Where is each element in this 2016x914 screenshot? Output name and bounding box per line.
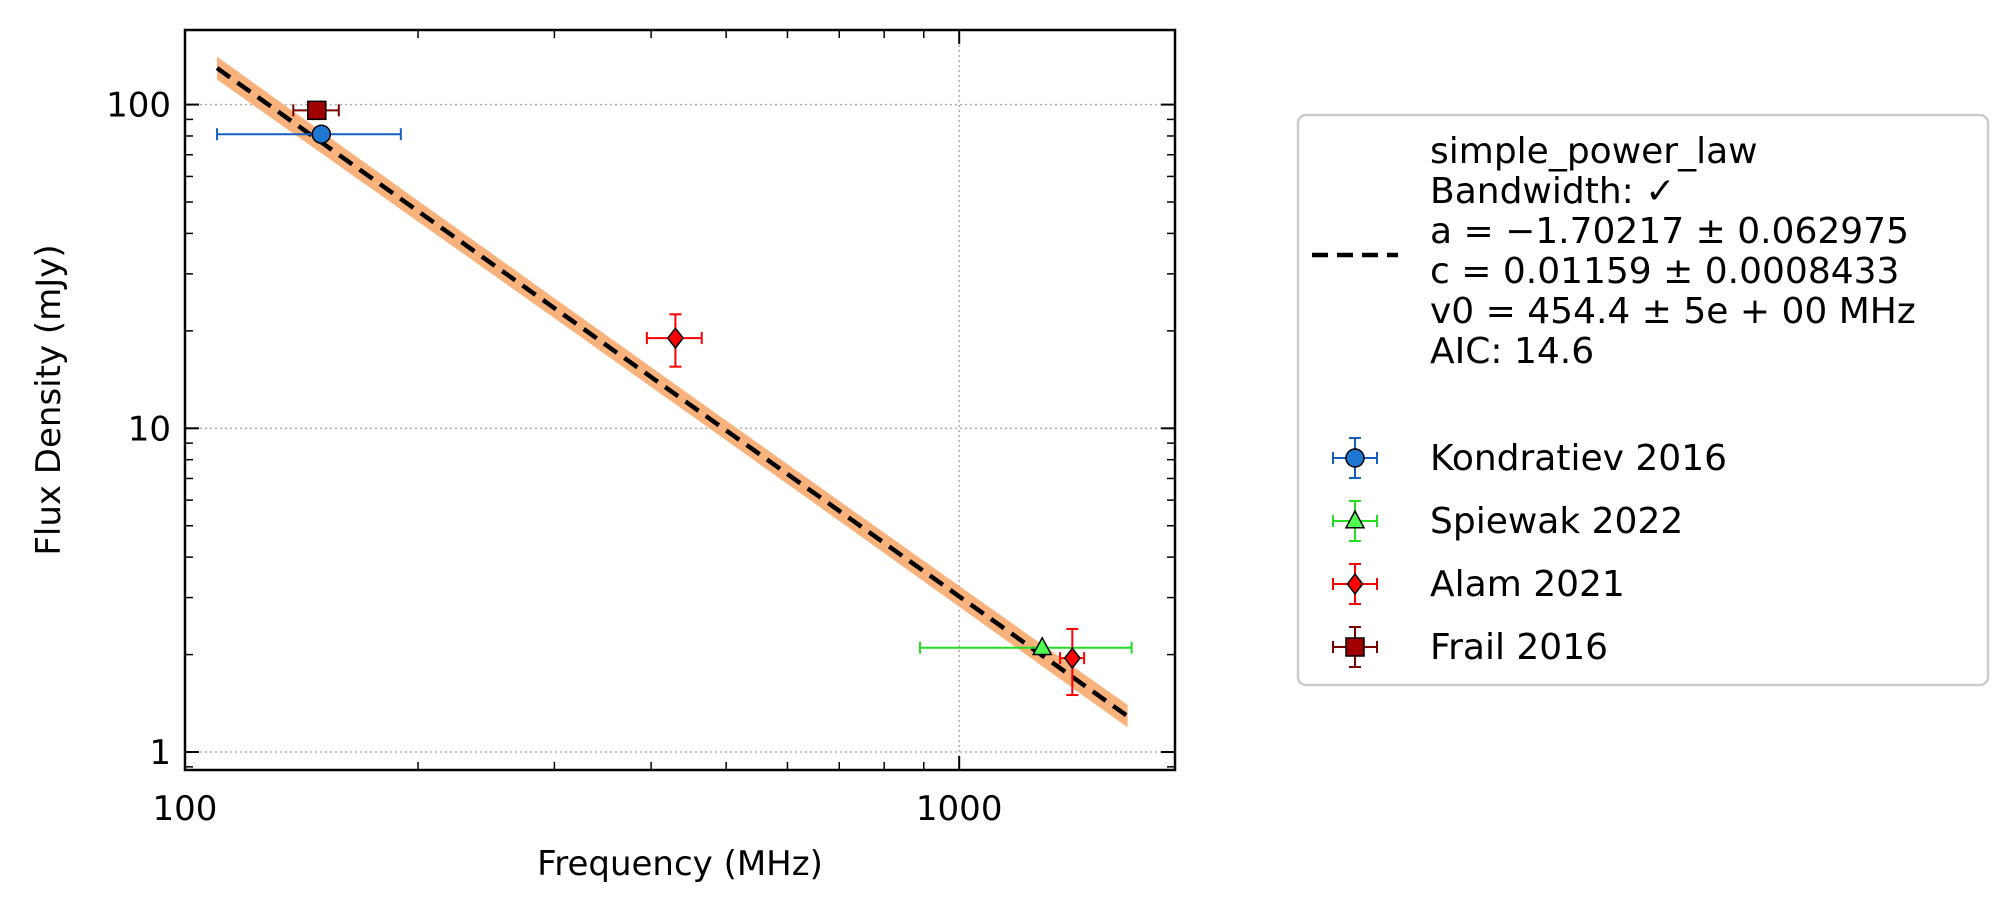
legend-fit-text: Bandwidth: ✓ bbox=[1430, 171, 1675, 212]
axes bbox=[183, 28, 1177, 772]
point-marker bbox=[1031, 636, 1053, 656]
point-marker bbox=[307, 100, 327, 121]
y-tick-label: 100 bbox=[106, 86, 171, 126]
legend-fit-text: c = 0.01159 ± 0.0008433 bbox=[1430, 251, 1899, 292]
y-tick-label: 10 bbox=[128, 409, 171, 449]
data-points bbox=[216, 100, 1133, 697]
plot-frame bbox=[183, 28, 1177, 772]
x-tick-label: 1000 bbox=[916, 789, 1003, 829]
legend-series-label: Alam 2021 bbox=[1430, 564, 1625, 605]
point-marker bbox=[1063, 647, 1081, 670]
data-point bbox=[1059, 627, 1086, 697]
legend-box bbox=[1296, 113, 1990, 687]
fit-layer bbox=[215, 56, 1129, 728]
legend-marker bbox=[1345, 448, 1365, 468]
x-tick-label: 100 bbox=[153, 789, 218, 829]
legend-fit-text: AIC: 14.6 bbox=[1430, 331, 1594, 372]
data-point bbox=[919, 636, 1133, 656]
legend-series-label: Kondratiev 2016 bbox=[1430, 438, 1727, 479]
y-tick-label: 1 bbox=[149, 733, 171, 773]
legend-marker bbox=[1344, 509, 1366, 529]
data-point bbox=[216, 124, 402, 144]
data-point bbox=[292, 100, 340, 121]
y-axis-label: Flux Density (mJy) bbox=[29, 244, 69, 555]
legend-series-label: Frail 2016 bbox=[1430, 627, 1608, 668]
data-point bbox=[645, 313, 703, 368]
legend-marker bbox=[1345, 637, 1365, 657]
legend-fit-text: v0 = 454.4 ± 5e + 00 MHz bbox=[1430, 291, 1916, 332]
legend-marker bbox=[1346, 572, 1364, 596]
fit-line bbox=[215, 66, 1129, 719]
legend-series-label: Spiewak 2022 bbox=[1430, 501, 1683, 542]
x-axis-label: Frequency (MHz) bbox=[537, 844, 823, 884]
legend-fit-text: a = −1.70217 ± 0.062975 bbox=[1430, 211, 1909, 252]
ticks: 100 1000 1 10 100 bbox=[106, 30, 1175, 829]
point-marker bbox=[311, 124, 332, 144]
legend-fit-text: simple_power_law bbox=[1430, 131, 1758, 172]
point-marker bbox=[666, 326, 685, 350]
